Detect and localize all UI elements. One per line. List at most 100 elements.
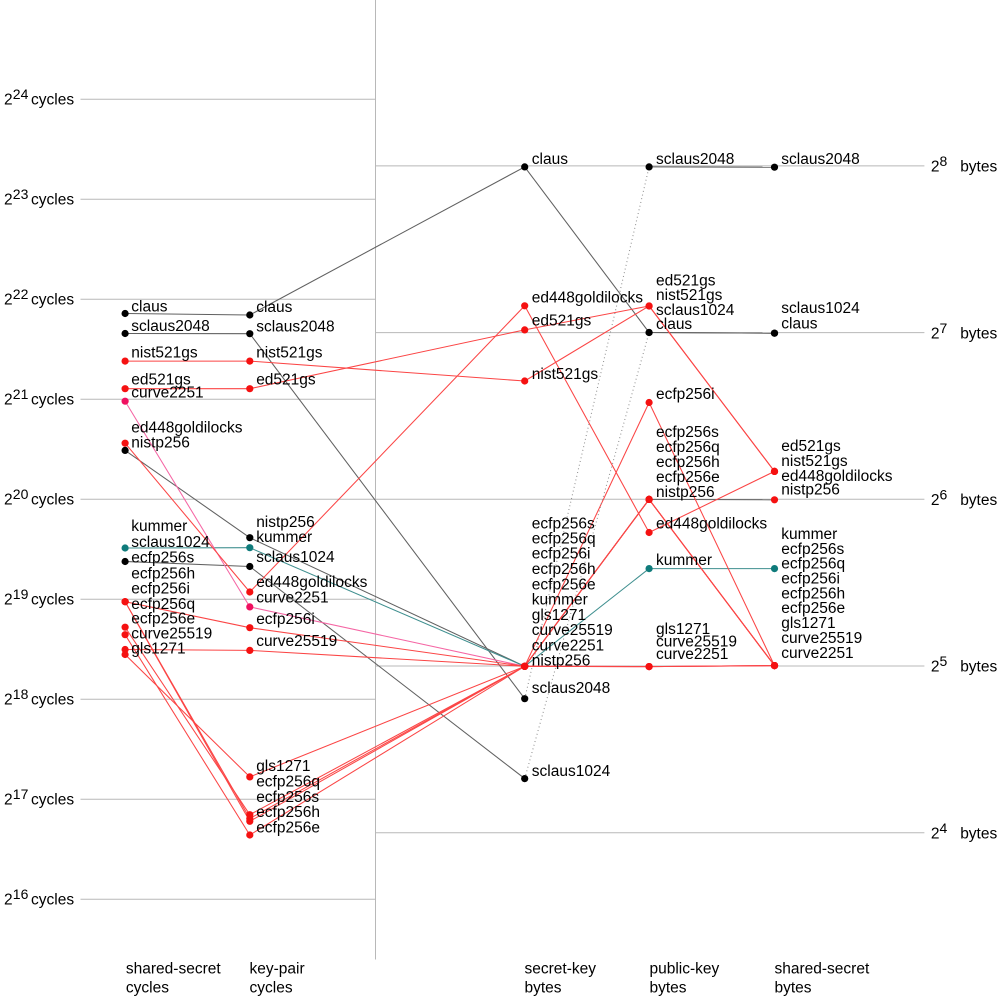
svg-text:nistp256: nistp256 [131,434,190,451]
svg-text:24: 24 [13,86,29,102]
svg-text:sclaus1024: sclaus1024 [532,763,611,780]
svg-text:bytes: bytes [960,659,997,676]
svg-text:claus: claus [532,151,568,168]
svg-text:bytes: bytes [650,980,687,997]
svg-text:ecfp256e: ecfp256e [532,576,596,593]
svg-text:ecfp256q: ecfp256q [131,596,195,613]
svg-text:curve2251: curve2251 [781,645,853,662]
svg-text:ecfp256q: ecfp256q [532,531,596,548]
svg-text:2: 2 [931,325,940,342]
svg-text:ecfp256i: ecfp256i [131,581,190,598]
svg-text:sclaus1024: sclaus1024 [656,302,735,319]
svg-text:gls1271: gls1271 [532,607,586,624]
svg-text:20: 20 [13,486,29,502]
svg-text:cycles: cycles [31,592,74,609]
svg-text:21: 21 [13,386,29,402]
svg-text:2: 2 [4,492,13,509]
svg-text:7: 7 [940,320,948,336]
svg-text:secret-key: secret-key [525,960,597,977]
svg-text:2: 2 [4,192,13,209]
svg-text:2: 2 [4,592,13,609]
svg-text:sclaus1024: sclaus1024 [256,549,335,566]
svg-text:gls1271: gls1271 [256,758,310,775]
svg-text:2: 2 [4,292,13,309]
svg-text:cycles: cycles [250,980,293,997]
svg-text:ecfp256h: ecfp256h [781,585,845,602]
svg-text:claus: claus [781,316,817,333]
svg-text:curve25519: curve25519 [781,630,862,647]
svg-text:ecfp256e: ecfp256e [131,610,195,627]
svg-text:curve25519: curve25519 [532,622,613,639]
svg-text:ed521gs: ed521gs [532,313,592,330]
svg-text:cycles: cycles [31,392,74,409]
svg-text:public-key: public-key [650,960,720,977]
svg-text:claus: claus [131,298,167,315]
svg-text:gls1271: gls1271 [131,640,185,657]
svg-text:4: 4 [940,820,948,836]
svg-text:bytes: bytes [960,159,997,176]
svg-text:curve25519: curve25519 [656,634,737,651]
svg-text:ed448goldilocks: ed448goldilocks [532,290,643,307]
svg-text:shared-secret: shared-secret [126,960,221,977]
svg-text:ecfp256i: ecfp256i [532,546,591,563]
svg-text:nist521gs: nist521gs [532,366,599,383]
svg-text:ecfp256s: ecfp256s [781,541,844,558]
svg-text:2: 2 [4,692,13,709]
svg-text:bytes: bytes [525,980,562,997]
svg-text:ed448goldilocks: ed448goldilocks [256,574,367,591]
svg-text:ecfp256q: ecfp256q [256,774,320,791]
svg-text:2: 2 [4,392,13,409]
svg-text:ed521gs: ed521gs [656,273,716,290]
svg-text:ecfp256s: ecfp256s [131,550,194,567]
svg-text:2: 2 [931,825,940,842]
svg-text:kummer: kummer [781,526,837,543]
svg-text:sclaus1024: sclaus1024 [131,534,210,551]
svg-text:2: 2 [4,792,13,809]
svg-text:6: 6 [940,487,948,503]
svg-text:ecfp256e: ecfp256e [256,819,320,836]
svg-text:ecfp256e: ecfp256e [781,600,845,617]
svg-text:nist521gs: nist521gs [131,344,198,361]
svg-text:ecfp256s: ecfp256s [532,516,595,533]
svg-text:ed521gs: ed521gs [131,371,191,388]
svg-text:nistp256: nistp256 [532,653,591,670]
svg-text:bytes: bytes [775,980,812,997]
svg-text:key-pair: key-pair [250,960,305,977]
svg-text:ecfp256i: ecfp256i [256,611,315,628]
svg-text:cycles: cycles [126,980,169,997]
svg-text:cycles: cycles [31,892,74,909]
svg-text:sclaus1024: sclaus1024 [781,300,860,317]
svg-text:cycles: cycles [31,492,74,509]
svg-text:ecfp256h: ecfp256h [656,454,720,471]
svg-text:cycles: cycles [31,792,74,809]
svg-text:ecfp256h: ecfp256h [532,561,596,578]
svg-text:ecfp256q: ecfp256q [781,556,845,573]
svg-text:16: 16 [13,886,29,902]
svg-text:5: 5 [940,653,948,669]
svg-text:claus: claus [256,299,292,316]
svg-text:cycles: cycles [31,692,74,709]
svg-text:18: 18 [13,686,29,702]
svg-text:nist521gs: nist521gs [656,287,723,304]
svg-text:19: 19 [13,586,29,602]
svg-text:nistp256: nistp256 [656,484,715,501]
svg-text:bytes: bytes [960,825,997,842]
svg-text:ed448goldilocks: ed448goldilocks [131,419,242,436]
svg-text:curve25519: curve25519 [131,625,212,642]
svg-text:2: 2 [4,92,13,109]
svg-text:curve25519: curve25519 [256,633,337,650]
svg-text:ed521gs: ed521gs [781,438,841,455]
svg-text:bytes: bytes [960,492,997,509]
svg-text:ed448goldilocks: ed448goldilocks [656,516,767,533]
svg-text:8: 8 [940,153,948,169]
svg-text:nist521gs: nist521gs [781,453,848,470]
svg-text:kummer: kummer [656,552,712,569]
svg-text:gls1271: gls1271 [781,615,835,632]
svg-text:gls1271: gls1271 [656,621,710,638]
svg-text:kummer: kummer [131,518,187,535]
svg-text:ecfp256e: ecfp256e [656,469,720,486]
svg-text:ed521gs: ed521gs [256,371,316,388]
svg-text:curve2251: curve2251 [131,385,203,402]
svg-text:ecfp256q: ecfp256q [656,439,720,456]
svg-text:curve2251: curve2251 [256,590,328,607]
